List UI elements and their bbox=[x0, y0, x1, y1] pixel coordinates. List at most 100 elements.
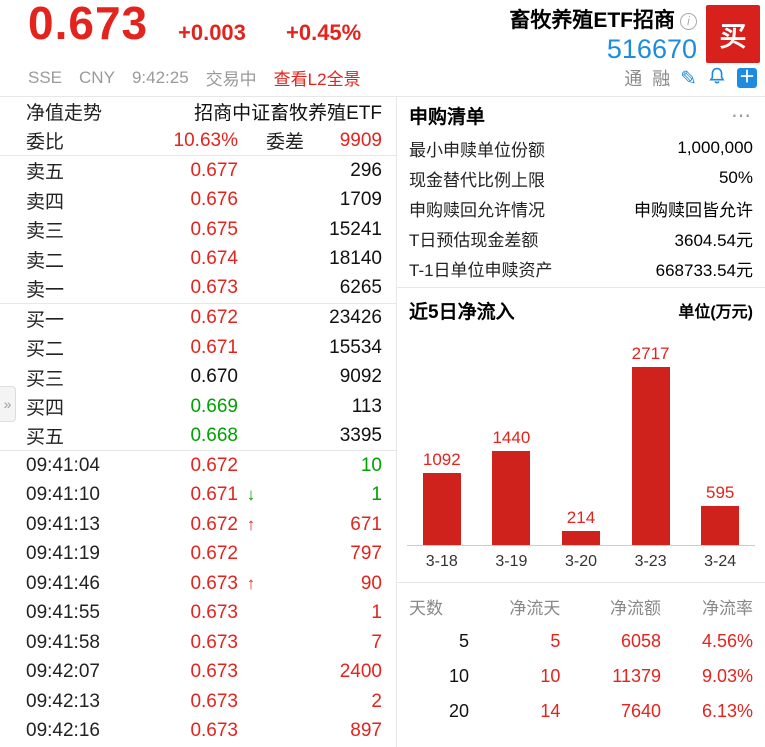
tick-row: 09:41:46 0.673 ↑ 90 bbox=[0, 569, 396, 599]
collapse-panel-handle[interactable]: » bbox=[0, 386, 16, 422]
purchase-label: T日预估现金差额 bbox=[409, 230, 539, 250]
tick-price: 0.673 bbox=[190, 690, 238, 712]
weibi-row: 委比 10.63% 委差 9909 bbox=[0, 127, 396, 156]
ask-volume: 15241 bbox=[329, 218, 382, 240]
x-tick-label: 3-18 bbox=[425, 553, 458, 570]
cell-days: 20 bbox=[448, 701, 469, 721]
price-change: +0.003 bbox=[178, 20, 246, 45]
edit-icon[interactable]: ✎ bbox=[680, 67, 697, 90]
info-icon[interactable]: i bbox=[680, 13, 697, 30]
bar bbox=[701, 506, 740, 545]
trading-status: 交易中 bbox=[205, 70, 257, 89]
tick-price: 0.673 bbox=[190, 720, 238, 742]
bid-price: 0.671 bbox=[190, 336, 238, 358]
ask-row[interactable]: 卖五 0.677 296 bbox=[0, 156, 396, 186]
bid-row[interactable]: 买一 0.672 23426 bbox=[0, 304, 396, 334]
bid-price: 0.672 bbox=[190, 307, 238, 329]
cell-days: 5 bbox=[458, 631, 469, 651]
bid-volume: 23426 bbox=[329, 307, 382, 329]
netflow-table: 天数 净流天 净流额 净流率 5 5 6058 4.56% 10 10 1137… bbox=[397, 589, 765, 729]
tick-price: 0.672 bbox=[190, 454, 238, 476]
bar bbox=[631, 367, 670, 545]
bar-value-label: 1092 bbox=[422, 450, 461, 469]
purchase-label: 最小申赎单位份额 bbox=[409, 140, 545, 160]
table-row: 5 5 6058 4.56% bbox=[409, 624, 753, 659]
bid-price: 0.670 bbox=[190, 366, 238, 388]
bar-value-label: 214 bbox=[566, 508, 596, 527]
currency-label: CNY bbox=[79, 67, 115, 87]
tick-volume: 2 bbox=[371, 690, 382, 712]
weicha-label: 委差 bbox=[266, 132, 305, 154]
bell-icon[interactable] bbox=[707, 66, 727, 91]
netflow-bar-chart: 1092 1440 214 2717 595 3-18 3-19 3-20 3-… bbox=[397, 328, 765, 578]
tick-volume: 671 bbox=[350, 513, 382, 535]
netflow-title: 近5日净流入 bbox=[409, 301, 515, 323]
tick-time: 09:41:04 bbox=[26, 454, 100, 476]
purchase-value: 3604.54元 bbox=[674, 230, 753, 250]
tick-price: 0.673 bbox=[190, 631, 238, 653]
bid-label: 买一 bbox=[26, 309, 65, 331]
ask-volume: 296 bbox=[350, 159, 382, 181]
down-arrow-icon: ↓ bbox=[246, 485, 256, 505]
ask-volume: 1709 bbox=[339, 189, 382, 211]
chart-column: 214 bbox=[546, 508, 616, 545]
bid-label: 买三 bbox=[26, 368, 65, 390]
netflow-unit: 单位(万元) bbox=[678, 304, 753, 321]
ask-price: 0.677 bbox=[190, 159, 238, 181]
ask-label: 卖二 bbox=[26, 250, 65, 272]
bar-value-label: 595 bbox=[705, 483, 735, 502]
tick-time: 09:42:16 bbox=[26, 720, 100, 742]
tick-volume: 797 bbox=[350, 543, 382, 565]
ask-row[interactable]: 卖二 0.674 18140 bbox=[0, 245, 396, 275]
exchange-label: SSE bbox=[28, 67, 63, 87]
bid-label: 买四 bbox=[26, 398, 65, 420]
tick-row: 09:41:55 0.673 1 bbox=[0, 599, 396, 629]
bid-row[interactable]: 买四 0.669 113 bbox=[0, 392, 396, 422]
bar bbox=[561, 531, 600, 545]
ask-label: 卖三 bbox=[26, 221, 65, 243]
price-change-percent: +0.45% bbox=[286, 20, 362, 45]
purchase-section-header: 申购清单 ⋯ bbox=[397, 97, 765, 133]
cell-netrate: 9.03% bbox=[701, 666, 753, 686]
cell-netrate: 4.56% bbox=[701, 631, 753, 651]
quote-time: 9:42:25 bbox=[131, 67, 189, 87]
chart-column: 1092 bbox=[407, 450, 477, 545]
more-icon[interactable]: ⋯ bbox=[731, 104, 753, 127]
section-divider bbox=[397, 582, 765, 583]
tick-volume: 1 bbox=[371, 484, 382, 506]
chart-column: 595 bbox=[685, 483, 755, 545]
bid-row[interactable]: 买五 0.668 3395 bbox=[0, 422, 396, 451]
bid-volume: 9092 bbox=[339, 366, 382, 388]
purchase-value: 668733.54元 bbox=[655, 260, 753, 280]
tick-price: 0.673 bbox=[190, 572, 238, 594]
quote-panel[interactable]: 净值走势 招商中证畜牧养殖ETF 委比 10.63% 委差 9909 卖五 0.6… bbox=[0, 97, 397, 747]
purchase-row: T-1日单位申赎资产 668733.54元 bbox=[397, 253, 765, 283]
purchase-value: 申购赎回皆允许 bbox=[634, 200, 753, 220]
bid-label: 买五 bbox=[26, 427, 65, 449]
weicha-value: 9909 bbox=[339, 129, 382, 151]
cell-netamount: 6058 bbox=[620, 631, 661, 651]
cell-netdays: 10 bbox=[540, 666, 561, 686]
section-divider bbox=[397, 287, 765, 288]
ask-row[interactable]: 卖四 0.676 1709 bbox=[0, 186, 396, 216]
bid-row[interactable]: 买二 0.671 15534 bbox=[0, 333, 396, 363]
bid-row[interactable]: 买三 0.670 9092 bbox=[0, 363, 396, 393]
instrument-title-block: 畜牧养殖ETF招商 i 516670 bbox=[509, 4, 697, 65]
buy-button[interactable]: 买 bbox=[706, 5, 760, 63]
l2-quote-link[interactable]: 查看L2全景 bbox=[273, 70, 361, 89]
add-icon[interactable]: ＋ bbox=[737, 68, 757, 88]
tick-volume: 2400 bbox=[339, 661, 382, 683]
tick-row: 09:42:07 0.673 2400 bbox=[0, 658, 396, 688]
x-tick-label: 3-23 bbox=[634, 553, 667, 570]
cell-netrate: 6.13% bbox=[701, 701, 753, 721]
instrument-name: 畜牧养殖ETF招商 bbox=[509, 9, 675, 32]
ask-row[interactable]: 卖一 0.673 6265 bbox=[0, 274, 396, 304]
cell-netdays: 14 bbox=[540, 701, 561, 721]
purchase-value: 50% bbox=[718, 168, 753, 187]
ask-row[interactable]: 卖三 0.675 15241 bbox=[0, 215, 396, 245]
tick-row: 09:41:04 0.672 10 bbox=[0, 451, 396, 481]
tab-nav-chart[interactable]: 净值走势 bbox=[26, 103, 103, 125]
main-content: 净值走势 招商中证畜牧养殖ETF 委比 10.63% 委差 9909 卖五 0.6… bbox=[0, 97, 765, 747]
up-arrow-icon: ↑ bbox=[246, 514, 256, 534]
tick-price: 0.671 bbox=[190, 484, 238, 506]
